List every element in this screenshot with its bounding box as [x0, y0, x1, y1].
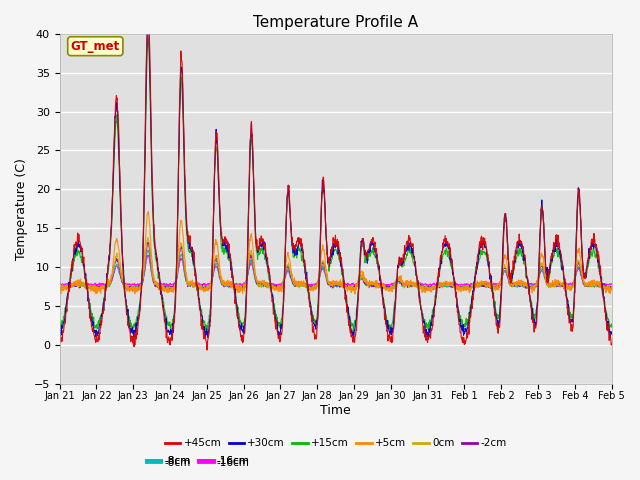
+45cm — [179, 83, 187, 89]
0cm — [543, 280, 550, 286]
+5cm — [166, 289, 173, 295]
Title: Temperature Profile A: Temperature Profile A — [253, 15, 418, 30]
+5cm — [422, 286, 430, 291]
-2cm — [56, 285, 63, 290]
+5cm — [543, 278, 550, 284]
+30cm — [422, 327, 429, 333]
0cm — [494, 285, 502, 291]
-8cm — [179, 258, 187, 264]
Legend: -8cm, -16cm: -8cm, -16cm — [141, 452, 254, 470]
+30cm — [56, 337, 63, 343]
+30cm — [241, 330, 248, 336]
Line: +5cm: +5cm — [60, 212, 612, 294]
+45cm — [422, 337, 430, 343]
-8cm — [145, 247, 152, 253]
+45cm — [543, 279, 550, 285]
-8cm — [241, 283, 248, 289]
-16cm — [56, 282, 63, 288]
Line: -2cm: -2cm — [60, 242, 612, 290]
+15cm — [349, 331, 357, 337]
0cm — [241, 284, 249, 290]
-2cm — [494, 284, 502, 290]
-8cm — [56, 285, 63, 290]
+5cm — [494, 287, 502, 292]
0cm — [608, 284, 616, 289]
+5cm — [351, 291, 359, 297]
-2cm — [143, 240, 151, 245]
-16cm — [494, 281, 502, 287]
+45cm — [203, 347, 211, 353]
Line: +15cm: +15cm — [60, 38, 612, 334]
+30cm — [145, 18, 152, 24]
Line: -16cm: -16cm — [60, 255, 612, 287]
+45cm — [144, 7, 152, 12]
+5cm — [145, 209, 152, 215]
+15cm — [166, 322, 173, 328]
-2cm — [543, 281, 550, 287]
+15cm — [422, 325, 430, 331]
Line: +30cm: +30cm — [60, 21, 612, 340]
-8cm — [166, 285, 173, 291]
Text: GT_met: GT_met — [70, 40, 120, 53]
+15cm — [543, 274, 550, 280]
+5cm — [241, 288, 248, 294]
-2cm — [166, 285, 173, 290]
+30cm — [543, 271, 550, 277]
+30cm — [179, 91, 187, 97]
-16cm — [608, 281, 616, 287]
-2cm — [128, 287, 136, 293]
-16cm — [159, 284, 167, 289]
X-axis label: Time: Time — [320, 404, 351, 417]
-8cm — [543, 281, 550, 287]
-16cm — [179, 262, 187, 268]
+30cm — [166, 329, 173, 335]
-16cm — [145, 252, 152, 258]
Y-axis label: Temperature (C): Temperature (C) — [15, 158, 28, 260]
-2cm — [241, 281, 249, 287]
Line: -8cm: -8cm — [60, 250, 612, 289]
+15cm — [241, 316, 248, 322]
-8cm — [494, 284, 502, 289]
+30cm — [608, 331, 616, 337]
+45cm — [166, 336, 173, 342]
-2cm — [179, 255, 187, 261]
+15cm — [144, 35, 152, 41]
Line: +45cm: +45cm — [60, 10, 612, 350]
0cm — [56, 284, 63, 290]
+5cm — [179, 230, 187, 236]
+45cm — [608, 341, 616, 347]
-2cm — [608, 286, 616, 291]
-16cm — [241, 280, 249, 286]
-8cm — [608, 284, 616, 289]
+15cm — [56, 319, 63, 324]
+5cm — [608, 287, 616, 293]
+30cm — [494, 317, 502, 323]
-16cm — [543, 280, 550, 286]
+45cm — [56, 333, 63, 338]
+15cm — [608, 321, 616, 327]
0cm — [166, 285, 173, 290]
-16cm — [422, 281, 430, 287]
0cm — [92, 289, 100, 295]
-8cm — [567, 287, 575, 292]
0cm — [144, 235, 152, 240]
+15cm — [179, 106, 187, 112]
0cm — [179, 251, 187, 256]
+15cm — [494, 316, 502, 322]
-2cm — [422, 283, 430, 289]
+45cm — [241, 323, 249, 328]
0cm — [422, 283, 430, 289]
-8cm — [422, 285, 429, 290]
+5cm — [56, 288, 63, 293]
Line: 0cm: 0cm — [60, 238, 612, 292]
-16cm — [166, 283, 173, 289]
+45cm — [494, 330, 502, 336]
